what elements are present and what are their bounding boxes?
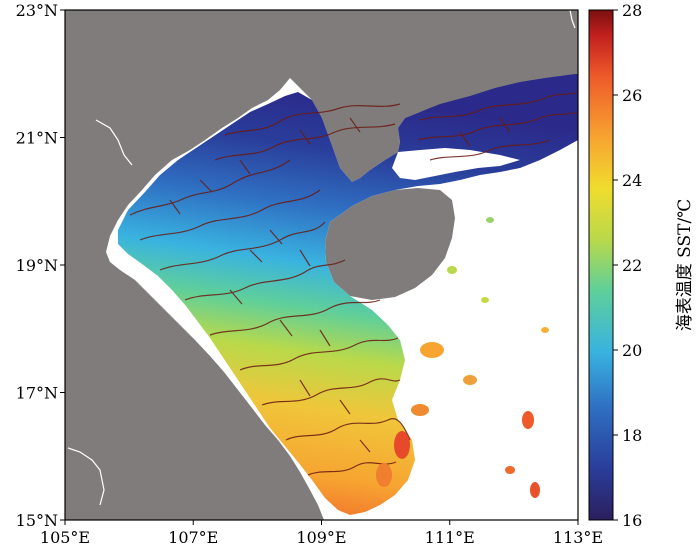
lon-tick-label: 105°E	[40, 528, 90, 547]
colorbar-tick-label: 20	[622, 341, 642, 360]
cloud-gap	[392, 148, 520, 180]
lon-tick-label: 107°E	[168, 528, 218, 547]
colorbar-tick-label: 18	[622, 426, 642, 445]
colorbar: 16 18 20 22 24 26 28 海表温度 SST/℃	[588, 1, 695, 530]
colorbar-tick-label: 24	[622, 171, 642, 190]
coastline-traces	[67, 10, 576, 506]
colorbar-tick-label: 22	[622, 256, 642, 275]
map-panel	[65, 10, 578, 520]
lat-tick-label: 19°N	[16, 256, 58, 275]
lat-tick-label: 17°N	[16, 384, 58, 403]
lon-tick-label: 111°E	[425, 528, 475, 547]
colorbar-tick-label: 16	[622, 511, 642, 530]
lon-tick-label: 113°E	[553, 528, 603, 547]
colorbar-label: 海表温度 SST/℃	[675, 199, 695, 331]
scattered-sst-patches	[376, 217, 549, 498]
colorbar-ticks: 16 18 20 22 24 26 28	[613, 1, 642, 530]
longitude-axis: 105°E 107°E 109°E 111°E 113°E	[40, 520, 603, 547]
colorbar-tick-label: 28	[622, 1, 642, 20]
lat-tick-label: 23°N	[16, 1, 58, 20]
colorbar-gradient	[588, 9, 614, 521]
land-hainan-island	[325, 188, 455, 300]
sst-field	[118, 74, 578, 515]
lat-tick-label: 15°N	[16, 511, 58, 530]
lat-tick-label: 21°N	[16, 129, 58, 148]
lon-tick-label: 109°E	[296, 528, 346, 547]
front-contours	[129, 91, 578, 476]
land-mainland	[65, 10, 578, 520]
colorbar-tick-label: 26	[622, 86, 642, 105]
latitude-axis: 15°N 17°N 19°N 21°N 23°N	[16, 1, 65, 530]
